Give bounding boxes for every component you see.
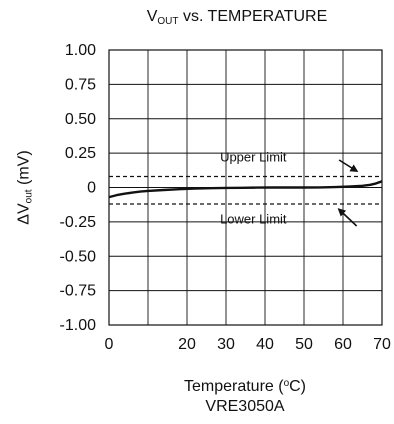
annotation-arrow	[337, 208, 358, 227]
y-tick-label: 0.25	[65, 145, 96, 162]
limit-annotation: Upper Limit	[220, 149, 287, 164]
y-tick-label: 1.00	[65, 42, 96, 59]
annotation-arrow	[338, 159, 359, 173]
y-tick-label: -0.50	[60, 248, 97, 265]
y-tick-label: -1.00	[60, 317, 97, 334]
y-axis-label: ΔVout (mV)	[15, 150, 35, 225]
y-tick-label: -0.25	[60, 214, 97, 231]
x-tick-label: 60	[334, 336, 352, 353]
x-tick-label: 20	[178, 336, 196, 353]
x-tick-label: 0	[105, 336, 114, 353]
chart-title: VOUT vs. TEMPERATURE	[146, 8, 328, 27]
y-tick-label: 0.75	[65, 76, 96, 93]
y-tick-label: -0.75	[60, 283, 97, 300]
data-series	[108, 180, 383, 199]
limit-lines	[109, 175, 382, 205]
tick-labels: 0 20 30 40 50 60 70 1.00 0.75 0.50 0.25 0 -0.25 -0.50…	[60, 42, 391, 353]
x-axis-label: Temperature (oC)	[183, 378, 307, 395]
plot-frame	[108, 49, 383, 326]
x-tick-label: 70	[373, 336, 391, 353]
y-tick-label: 0.50	[65, 111, 96, 128]
limit-annotation: Lower Limit	[220, 211, 287, 226]
x-tick-label: 50	[295, 336, 313, 353]
series-line	[108, 180, 383, 199]
chart-caption: VRE3050A	[205, 398, 285, 415]
x-tick-label: 40	[256, 336, 274, 353]
annotations: Upper Limit Lower Limit	[220, 149, 359, 227]
y-tick-label: 0	[87, 180, 96, 197]
x-tick-label: 30	[217, 336, 235, 353]
